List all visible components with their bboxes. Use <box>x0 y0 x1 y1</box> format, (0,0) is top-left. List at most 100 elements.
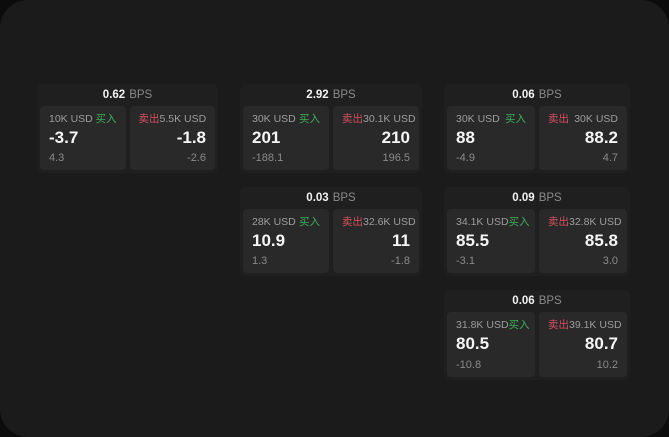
quote-card-4: 0.03 BPS 28K USD 买入 10.9 1.3 卖出 32.6K US… <box>240 187 422 276</box>
sell-sub-value: 196.5 <box>382 152 410 164</box>
sell-amount: 39.1K USD <box>569 319 622 331</box>
bps-value: 0.06 <box>512 295 535 307</box>
sell-amount: 32.8K USD <box>569 216 622 228</box>
sell-amount: 30K USD <box>574 113 618 125</box>
quote-body: 34.1K USD 买入 85.5 -3.1 卖出 32.8K USD 85.8… <box>447 209 627 273</box>
sell-label: 卖出 <box>342 113 363 125</box>
buy-quote-button[interactable]: 10K USD 买入 -3.7 4.3 <box>40 106 126 170</box>
buy-sub-value: -3.1 <box>456 255 475 267</box>
buy-sub-value: -188.1 <box>252 152 284 164</box>
buy-price: 10.9 <box>252 231 286 250</box>
buy-row: 28K USD 买入 <box>252 216 320 228</box>
sell-sub-value: 10.2 <box>596 359 618 371</box>
buy-label: 买入 <box>505 113 526 125</box>
quote-card-6: 0.06 BPS 31.8K USD 买入 80.5 -10.8 卖出 39.1… <box>444 290 630 380</box>
buy-label: 买入 <box>508 216 530 228</box>
buy-quote-button[interactable]: 30K USD 买入 201 -188.1 <box>243 106 329 170</box>
buy-label: 买入 <box>299 113 320 125</box>
sell-price: 11 <box>392 231 410 250</box>
bps-unit: BPS <box>538 295 562 307</box>
sell-quote-button[interactable]: 卖出 32.6K USD 11 -1.8 <box>333 209 419 273</box>
sell-label: 卖出 <box>548 113 569 125</box>
bps-unit: BPS <box>538 89 562 101</box>
bps-header: 0.06 BPS <box>447 84 627 106</box>
buy-sub-value: -10.8 <box>456 359 482 371</box>
sell-quote-button[interactable]: 卖出 30K USD 88.2 4.7 <box>539 106 627 170</box>
buy-label: 买入 <box>95 113 117 125</box>
sell-price: 88.2 <box>584 128 618 147</box>
sell-label: 卖出 <box>548 319 569 331</box>
buy-sub-value: -4.9 <box>456 152 475 164</box>
buy-quote-button[interactable]: 30K USD 买入 88 -4.9 <box>447 106 535 170</box>
sell-price: 80.7 <box>584 334 618 353</box>
buy-row: 34.1K USD 买入 <box>456 216 530 228</box>
sell-label: 卖出 <box>548 216 569 228</box>
sell-quote-button[interactable]: 卖出 39.1K USD 80.7 10.2 <box>539 312 627 377</box>
buy-label: 买入 <box>508 319 530 331</box>
buy-price: 85.5 <box>456 231 490 250</box>
sell-row: 卖出 30K USD <box>548 113 618 125</box>
sell-price: 210 <box>381 128 410 147</box>
quote-body: 30K USD 买入 88 -4.9 卖出 30K USD 88.2 4.7 <box>447 106 627 170</box>
bps-unit: BPS <box>538 192 562 204</box>
buy-price: 201 <box>252 128 281 147</box>
bps-unit: BPS <box>332 89 356 101</box>
buy-row: 30K USD 买入 <box>456 113 526 125</box>
bps-unit: BPS <box>129 89 153 101</box>
sell-row: 卖出 32.6K USD <box>342 216 416 228</box>
buy-sub-value: 1.3 <box>252 255 268 267</box>
sell-sub-value: 3.0 <box>602 255 618 267</box>
bps-header: 0.03 BPS <box>243 187 419 209</box>
sell-amount: 5.5K USD <box>159 113 207 125</box>
sell-quote-button[interactable]: 卖出 30.1K USD 210 196.5 <box>333 106 419 170</box>
quote-card-5: 0.09 BPS 34.1K USD 买入 85.5 -3.1 卖出 32.8K… <box>444 187 630 276</box>
quote-body: 31.8K USD 买入 80.5 -10.8 卖出 39.1K USD 80.… <box>447 312 627 377</box>
bps-unit: BPS <box>332 192 356 204</box>
sell-amount: 32.6K USD <box>363 216 416 228</box>
sell-amount: 30.1K USD <box>363 113 416 125</box>
sell-sub-value: -2.6 <box>187 152 206 164</box>
quote-body: 30K USD 买入 201 -188.1 卖出 30.1K USD 210 1… <box>243 106 419 170</box>
buy-amount: 31.8K USD <box>456 319 509 331</box>
buy-price: 88 <box>456 128 475 147</box>
bps-value: 2.92 <box>306 89 329 101</box>
sell-row: 卖出 39.1K USD <box>548 319 622 331</box>
buy-amount: 10K USD <box>49 113 93 125</box>
sell-price: -1.8 <box>176 128 206 147</box>
sell-sub-value: 4.7 <box>602 152 618 164</box>
sell-row: 卖出 32.8K USD <box>548 216 622 228</box>
buy-row: 30K USD 买入 <box>252 113 320 125</box>
bps-value: 0.09 <box>512 192 535 204</box>
sell-quote-button[interactable]: 卖出 5.5K USD -1.8 -2.6 <box>129 106 215 170</box>
buy-amount: 34.1K USD <box>456 216 509 228</box>
bps-header: 0.62 BPS <box>40 84 215 106</box>
buy-amount: 28K USD <box>252 216 296 228</box>
buy-row: 31.8K USD 买入 <box>456 319 530 331</box>
sell-quote-button[interactable]: 卖出 32.8K USD 85.8 3.0 <box>539 209 627 273</box>
buy-sub-value: 4.3 <box>49 152 65 164</box>
bps-header: 0.09 BPS <box>447 187 627 209</box>
bps-value: 0.62 <box>102 89 126 101</box>
quote-card-1: 0.62 BPS 10K USD 买入 -3.7 4.3 卖出 5.5K USD <box>37 84 218 173</box>
quote-body: 10K USD 买入 -3.7 4.3 卖出 5.5K USD -1.8 -2.… <box>40 106 215 170</box>
bps-value: 0.03 <box>306 192 329 204</box>
buy-amount: 30K USD <box>252 113 296 125</box>
buy-price: -3.7 <box>49 128 79 147</box>
sell-row: 卖出 30.1K USD <box>342 113 416 125</box>
bps-header: 0.06 BPS <box>447 290 627 312</box>
sell-label: 卖出 <box>138 113 160 125</box>
bps-value: 0.06 <box>512 89 535 101</box>
buy-amount: 30K USD <box>456 113 500 125</box>
sell-sub-value: -1.8 <box>391 255 410 267</box>
sell-price: 85.8 <box>584 231 618 250</box>
buy-label: 买入 <box>299 216 320 228</box>
bps-header: 2.92 BPS <box>243 84 419 106</box>
quote-grid: 0.62 BPS 10K USD 买入 -3.7 4.3 卖出 5.5K USD <box>37 84 630 380</box>
buy-quote-button[interactable]: 34.1K USD 买入 85.5 -3.1 <box>447 209 535 273</box>
sell-label: 卖出 <box>342 216 363 228</box>
quote-card-2: 2.92 BPS 30K USD 买入 201 -188.1 卖出 30.1K … <box>240 84 422 173</box>
quote-card-3: 0.06 BPS 30K USD 买入 88 -4.9 卖出 30K USD <box>444 84 630 173</box>
buy-quote-button[interactable]: 28K USD 买入 10.9 1.3 <box>243 209 329 273</box>
buy-quote-button[interactable]: 31.8K USD 买入 80.5 -10.8 <box>447 312 535 377</box>
